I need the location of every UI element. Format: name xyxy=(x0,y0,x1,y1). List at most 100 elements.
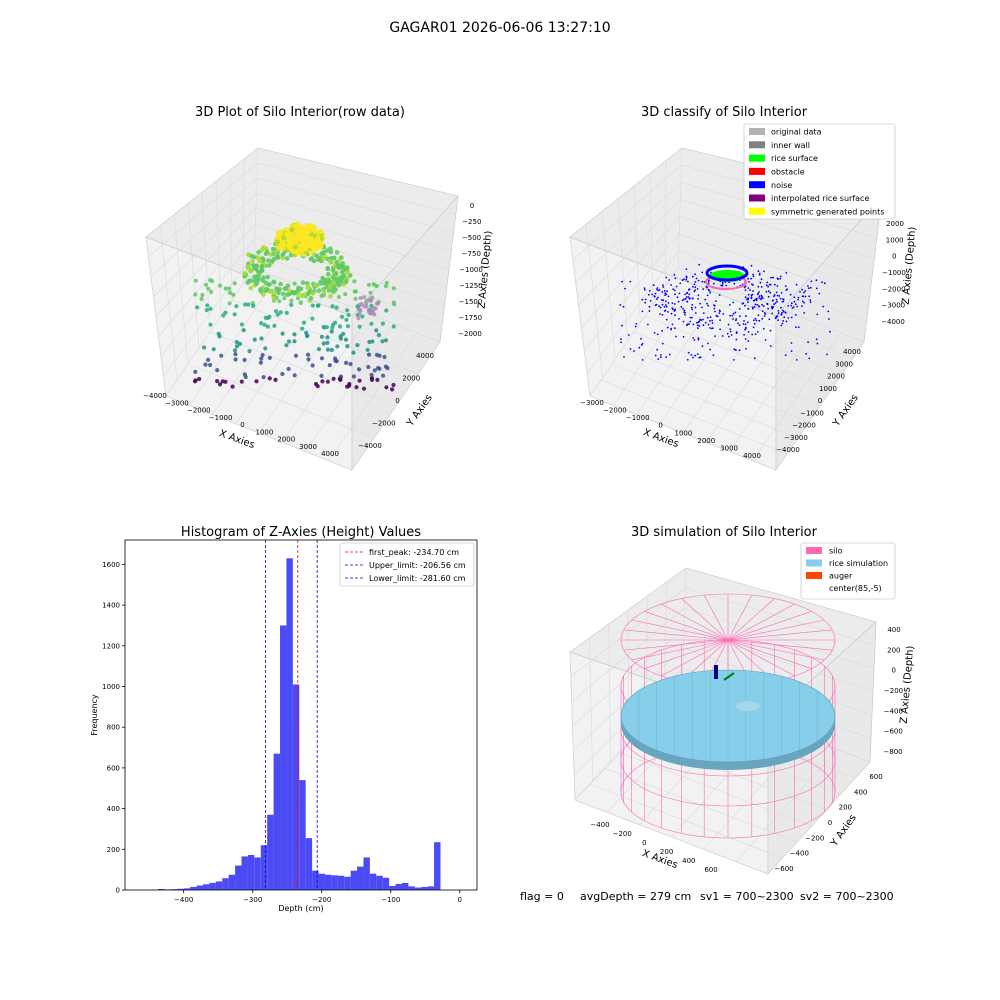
panel2-noise-point xyxy=(713,304,716,307)
panel2-noise-point xyxy=(719,319,721,321)
panel2-noise-point xyxy=(694,289,697,292)
histogram-legend-label: Lower_limit: -281.60 cm xyxy=(369,574,466,583)
panel1-point xyxy=(259,263,265,269)
panel2-noise-point xyxy=(784,354,787,356)
panel1-y-tick: 4000 xyxy=(416,352,434,360)
panel2-noise-point xyxy=(729,328,732,330)
panel1-point xyxy=(275,312,280,317)
panel2-noise-point xyxy=(776,294,779,297)
panel2-noise-point xyxy=(745,315,747,318)
panel2-noise-point xyxy=(733,359,735,361)
panel2-noise-point xyxy=(747,340,750,342)
panel2-noise-point xyxy=(766,281,769,284)
panel2-noise-point xyxy=(792,306,795,308)
panel1-point xyxy=(206,286,211,291)
panel2-noise-point xyxy=(686,358,689,361)
panel1-point xyxy=(209,278,215,284)
panel2-noise-point xyxy=(664,309,667,312)
panel1-point xyxy=(310,226,316,232)
panel4-legend-items: silo rice simulation auger center(85,-5) xyxy=(806,547,888,593)
panel2-noise-point xyxy=(743,286,746,289)
histogram-legend-label: Upper_limit: -206.56 cm xyxy=(369,561,466,570)
panel2-noise-point xyxy=(718,312,721,314)
panel1-point xyxy=(280,371,285,377)
panel2-noise-point xyxy=(643,287,646,289)
panel-classify: 3D classify of Silo Interior −3000−2000−… xyxy=(569,105,918,472)
panel1-point xyxy=(280,331,285,336)
panel2-noise-point xyxy=(765,290,768,293)
panel2-noise-point xyxy=(777,310,780,312)
panel2-wall-point xyxy=(704,280,708,283)
panel1-point xyxy=(376,333,381,338)
panel2-noise-point xyxy=(747,287,750,289)
panel1-point xyxy=(290,290,296,296)
panel1-point xyxy=(234,344,240,349)
panel4-gridline xyxy=(618,751,812,827)
panel1-point xyxy=(362,295,367,300)
panel2-noise-point xyxy=(682,307,684,310)
panel2-noise-point xyxy=(789,293,792,296)
panel1-point xyxy=(383,338,389,343)
panel2-noise-point xyxy=(695,321,698,324)
panel2-noise-point xyxy=(690,354,693,356)
panel4-legend-label: silo xyxy=(829,547,843,556)
panel2-noise-point xyxy=(701,271,704,274)
panel1-point xyxy=(351,374,356,379)
panel2-noise-point xyxy=(776,277,779,280)
panel1-point xyxy=(371,311,376,316)
panel4-y-tick: 400 xyxy=(854,788,867,796)
panel2-noise-point xyxy=(711,319,714,322)
panel2-noise-point xyxy=(662,284,664,286)
panel1-point xyxy=(247,349,252,354)
panel4-z-tick: −200 xyxy=(884,687,903,695)
panel2-noise-point xyxy=(747,301,749,304)
histogram-bar xyxy=(292,684,300,890)
panel1-point xyxy=(310,363,315,368)
panel2-noise-point xyxy=(762,305,765,308)
panel2-noise-point xyxy=(707,280,710,283)
panel2-noise-point xyxy=(707,288,710,291)
panel1-point xyxy=(217,382,223,387)
panel2-noise-point xyxy=(685,276,688,279)
silo-roof-line xyxy=(727,598,775,641)
panel1-point xyxy=(233,357,238,362)
panel2-gridline xyxy=(581,216,680,329)
panel2-noise-point xyxy=(688,323,690,325)
panel1-gridline xyxy=(257,147,459,197)
panel2-noise-point xyxy=(744,289,747,291)
panel1-y-tick: 0 xyxy=(395,397,399,405)
panel2-noise-point xyxy=(782,310,785,313)
panel4-legend-swatch xyxy=(806,559,822,567)
panel1-point xyxy=(315,384,320,389)
panel2-noise-point xyxy=(755,297,758,300)
panel1-point xyxy=(329,347,334,353)
panel1-x-tick: −4000 xyxy=(143,392,167,400)
silo-roof-line xyxy=(727,619,825,641)
panel2-noise-point xyxy=(744,296,747,299)
panel1-gridline xyxy=(256,177,454,233)
panel1-point xyxy=(285,283,291,289)
panel1-point xyxy=(345,270,350,275)
panel1-point xyxy=(193,369,198,374)
panel2-noise-point xyxy=(687,351,690,354)
panel1-point xyxy=(319,334,324,339)
histogram-bar xyxy=(331,875,338,890)
panel1-point xyxy=(300,326,305,331)
panel2-noise-point xyxy=(699,302,701,305)
panel2-noise-point xyxy=(809,299,812,301)
panel2-points xyxy=(619,263,831,361)
panel2-wall-point xyxy=(705,278,709,281)
panel1-point xyxy=(369,321,374,326)
panel2-noise-point xyxy=(767,290,770,293)
panel2-y-tick: 4000 xyxy=(843,348,861,356)
panel2-noise-point xyxy=(707,304,710,307)
panel4-y-tick: 0 xyxy=(828,819,832,827)
panel2-noise-point xyxy=(803,291,805,294)
panel2-noise-point xyxy=(767,285,769,288)
panel2-y-tick: 0 xyxy=(818,397,822,405)
panel2-z-tick: −1000 xyxy=(882,269,906,277)
panel2-noise-point xyxy=(711,327,713,330)
silo-roof-line xyxy=(727,595,753,641)
panel2-noise-point xyxy=(629,348,632,350)
panel2-noise-point xyxy=(769,291,772,294)
